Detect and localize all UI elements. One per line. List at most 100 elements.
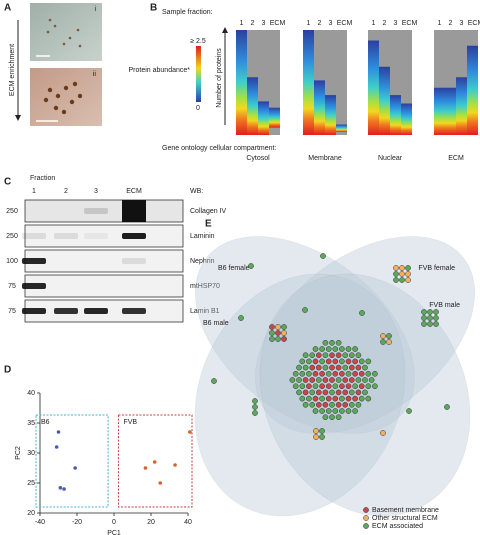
protein-dot xyxy=(319,434,325,440)
protein-dot xyxy=(433,321,439,327)
protein-dot xyxy=(312,395,319,402)
cell-spot xyxy=(48,18,52,22)
protein-dot xyxy=(325,383,332,390)
protein-dot xyxy=(211,378,217,384)
heatmap-column xyxy=(314,80,325,135)
protein-dot xyxy=(348,401,355,408)
protein-dot xyxy=(358,383,365,390)
protein-dot xyxy=(302,401,309,408)
protein-dot xyxy=(315,352,322,359)
y-label: Number of proteins xyxy=(216,48,223,108)
protein-dot xyxy=(315,401,322,408)
heatmap-column xyxy=(247,77,258,135)
protein-dot xyxy=(269,324,275,330)
group-label: FVB xyxy=(123,419,137,426)
protein-dot xyxy=(365,358,372,365)
compartment-label: Nuclear xyxy=(378,155,403,162)
protein-dot xyxy=(296,377,302,383)
colorbar-min: 0 xyxy=(196,105,200,112)
protein-dot xyxy=(332,408,339,414)
fraction-label: ECM xyxy=(402,20,418,27)
fraction-label: 2 xyxy=(251,20,255,27)
panel-label: A xyxy=(4,3,11,14)
cell-spot xyxy=(43,97,49,103)
cell-spot xyxy=(61,109,67,115)
legend-swatch xyxy=(363,523,369,529)
protein-dot xyxy=(312,383,319,390)
legend-label: ECM associated xyxy=(372,523,423,530)
protein-dot xyxy=(306,370,312,377)
protein-dot xyxy=(312,346,319,352)
protein-dot xyxy=(335,364,342,371)
protein-dot xyxy=(345,408,352,414)
colorbar-label: Protein abundance* xyxy=(129,67,191,74)
protein-dot xyxy=(322,352,329,359)
protein-dot xyxy=(309,364,316,371)
label: Fraction xyxy=(30,175,55,182)
protein-dot xyxy=(322,364,329,371)
protein-dot xyxy=(325,370,332,377)
fraction-label: 2 xyxy=(449,20,453,27)
protein-dot xyxy=(355,377,362,383)
protein-dot xyxy=(320,253,326,259)
fraction-label: ECM xyxy=(270,20,286,27)
point xyxy=(173,463,177,467)
heatmap-column xyxy=(258,101,269,135)
label: Sample fraction: xyxy=(162,9,213,16)
protein-dot xyxy=(296,364,302,371)
protein-dot xyxy=(269,330,275,336)
protein-dot xyxy=(358,395,365,402)
compartment-label: Membrane xyxy=(308,155,342,162)
protein-dot xyxy=(342,401,349,408)
protein-dot xyxy=(365,395,372,402)
protein-dot xyxy=(329,352,335,359)
protein-dot xyxy=(332,346,339,352)
protein-dot xyxy=(372,370,378,377)
protein-dot xyxy=(252,398,258,404)
protein-dot xyxy=(368,377,375,383)
antibody-label: mtHSP70 xyxy=(190,283,220,290)
band xyxy=(122,233,146,239)
protein-dot xyxy=(332,383,339,390)
set-label: FVB female xyxy=(418,265,455,272)
point xyxy=(73,466,77,470)
legend-label: Other structural ECM xyxy=(372,515,438,522)
fraction-label: 1 xyxy=(438,20,442,27)
fraction-label: 2 xyxy=(64,188,68,195)
protein-dot xyxy=(306,358,312,365)
protein-dot xyxy=(275,324,281,330)
protein-dot xyxy=(319,395,325,402)
protein-dot xyxy=(352,383,358,390)
band xyxy=(54,233,78,239)
protein-dot xyxy=(302,389,309,396)
band xyxy=(84,233,108,239)
protein-dot xyxy=(329,414,335,421)
heatmap-column xyxy=(445,87,456,135)
y-tick-label: 30 xyxy=(27,450,35,457)
protein-dot xyxy=(312,370,319,377)
protein-dot xyxy=(281,324,287,330)
band xyxy=(22,283,46,289)
protein-dot xyxy=(339,358,345,365)
protein-dot xyxy=(352,395,358,402)
x-tick-label: -20 xyxy=(72,519,82,526)
image-label: i xyxy=(94,6,96,13)
protein-dot xyxy=(339,408,345,414)
protein-dot xyxy=(302,307,308,313)
compartment-label: Cytosol xyxy=(246,155,270,162)
protein-dot xyxy=(248,263,254,269)
antibody-label: Laminin xyxy=(190,233,215,240)
protein-dot xyxy=(329,401,335,408)
compartment-label: ECM xyxy=(448,155,464,162)
cell-spot xyxy=(78,44,82,48)
protein-dot xyxy=(399,277,405,283)
protein-dot xyxy=(393,271,399,277)
colorbar-max: ≥ 2.5 xyxy=(190,38,206,45)
heatmap-column xyxy=(390,95,401,135)
protein-dot xyxy=(427,321,433,327)
band xyxy=(22,258,46,264)
heatmap-column xyxy=(456,77,467,135)
protein-dot xyxy=(275,336,281,342)
fraction-label: 3 xyxy=(262,20,266,27)
legend-swatch xyxy=(363,507,369,513)
